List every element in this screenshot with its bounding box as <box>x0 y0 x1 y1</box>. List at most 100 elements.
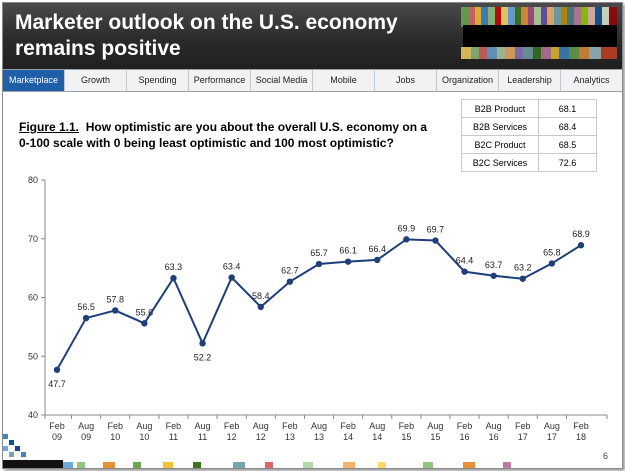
x-tick-label-year: 17 <box>547 432 557 442</box>
x-tick-label-month: Aug <box>544 421 560 431</box>
x-tick-label-year: 11 <box>169 432 178 442</box>
data-label: 63.7 <box>485 260 503 270</box>
tab-growth[interactable]: Growth <box>65 70 127 91</box>
section-nav: Marketplace Growth Spending Performance Soci… <box>3 69 622 92</box>
x-tick-label-month: Feb <box>282 421 298 431</box>
data-label: 55.6 <box>136 307 154 317</box>
x-tick-label-month: Feb <box>49 421 65 431</box>
data-label: 63.2 <box>514 263 532 273</box>
data-label: 65.8 <box>543 247 561 257</box>
figure-caption: Figure 1.1. How optimistic are you about… <box>19 119 439 151</box>
data-point <box>170 274 177 282</box>
data-point <box>199 340 206 347</box>
tab-analytics[interactable]: Analytics <box>573 75 610 85</box>
y-tick-label: 40 <box>28 410 38 420</box>
header-bar: Marketer outlook on the U.S. economy rem… <box>3 3 622 69</box>
page-title: Marketer outlook on the U.S. economy rem… <box>15 11 398 60</box>
x-tick-label-month: Aug <box>427 421 443 431</box>
data-label: 66.1 <box>339 246 357 256</box>
x-tick-label-year: 15 <box>401 432 411 442</box>
benchmark-row: B2C Services 72.6 <box>461 153 597 172</box>
redacted-logo-block <box>463 25 617 47</box>
x-tick-label-year: 16 <box>489 432 499 442</box>
x-tick-label-year: 09 <box>52 432 62 442</box>
footer-black-bar <box>3 460 63 468</box>
x-tick-label-year: 17 <box>518 432 528 442</box>
data-label: 57.8 <box>106 294 124 304</box>
x-tick-label-year: 14 <box>372 432 382 442</box>
tab-jobs[interactable]: Jobs <box>375 70 437 91</box>
x-tick-label-month: Aug <box>136 421 152 431</box>
x-tick-label-month: Feb <box>573 421 589 431</box>
data-point <box>374 256 381 264</box>
benchmark-row: B2B Product 68.1 <box>461 99 597 118</box>
footer-color-strip <box>63 462 511 468</box>
data-point <box>228 274 235 281</box>
data-point <box>548 260 556 267</box>
figure-label: Figure 1.1. <box>19 120 80 134</box>
data-label: 47.7 <box>48 379 66 389</box>
x-tick-label-year: 14 <box>343 432 353 442</box>
x-tick-label-month: Feb <box>515 421 531 431</box>
data-label: 52.2 <box>194 352 212 362</box>
tab-leadership[interactable]: Leadership <box>499 70 561 91</box>
data-point <box>344 258 352 265</box>
data-label: 69.9 <box>398 223 416 233</box>
data-point <box>519 275 526 282</box>
x-tick-label-month: Aug <box>486 421 502 431</box>
x-tick-label-year: 11 <box>198 432 207 442</box>
benchmark-value: 68.4 <box>538 117 597 136</box>
page-number: 6 <box>602 451 608 461</box>
x-tick-label-month: Aug <box>253 421 269 431</box>
data-point <box>403 236 410 243</box>
corner-decoration <box>3 430 43 460</box>
benchmark-value: 72.6 <box>538 153 597 172</box>
line-chart: 4050607080Feb09Aug09Feb10Aug10Feb11Aug11… <box>28 175 608 442</box>
x-tick-label-year: 13 <box>285 432 295 442</box>
data-label: 62.7 <box>281 266 299 276</box>
benchmark-table: B2B Product 68.1 B2B Services 68.4 B2C Produ… <box>461 99 597 172</box>
data-point <box>315 260 323 268</box>
benchmark-name: B2C Services <box>461 153 539 172</box>
x-tick-label-year: 18 <box>576 432 586 442</box>
data-label: 69.7 <box>427 225 445 235</box>
data-point <box>286 278 294 285</box>
x-tick-label-year: 10 <box>139 432 149 442</box>
data-label: 64.4 <box>456 256 474 266</box>
x-tick-label-month: Feb <box>224 421 240 431</box>
x-tick-label-month: Aug <box>311 421 327 431</box>
figure-question: How optimistic are you about the overall… <box>19 120 428 150</box>
brand-mosaic-top <box>461 7 617 27</box>
brand-mosaic-bottom <box>461 47 617 59</box>
data-label: 56.5 <box>77 302 95 312</box>
benchmark-row: B2C Product 68.5 <box>461 135 597 154</box>
data-point <box>490 272 497 279</box>
data-point <box>461 268 468 275</box>
x-tick-label-year: 12 <box>256 432 266 442</box>
data-point <box>82 314 90 322</box>
x-tick-label-year: 16 <box>460 432 470 442</box>
x-tick-label-year: 09 <box>81 432 91 442</box>
tab-mobile[interactable]: Mobile <box>313 70 375 91</box>
y-tick-label: 70 <box>28 234 38 244</box>
tab-social-media[interactable]: Social Media <box>251 70 313 91</box>
data-point <box>577 242 585 249</box>
tab-spending[interactable]: Spending <box>127 70 189 91</box>
tab-performance[interactable]: Performance <box>189 70 251 91</box>
data-label: 63.4 <box>223 262 241 272</box>
x-tick-label-month: Aug <box>369 421 385 431</box>
data-label: 63.3 <box>165 262 183 272</box>
y-tick-label: 60 <box>28 293 38 303</box>
data-label: 68.9 <box>572 229 590 239</box>
benchmark-row: B2B Services 68.4 <box>461 117 597 136</box>
data-point <box>53 366 61 373</box>
x-tick-label-month: Aug <box>78 421 94 431</box>
data-point <box>432 237 439 244</box>
tab-organization[interactable]: Organization <box>437 70 499 91</box>
data-label: 58.4 <box>252 291 270 301</box>
x-tick-label-month: Feb <box>166 421 182 431</box>
benchmark-value: 68.5 <box>538 135 597 154</box>
x-tick-label-month: Feb <box>340 421 356 431</box>
tab-marketplace[interactable]: Marketplace <box>3 70 65 91</box>
